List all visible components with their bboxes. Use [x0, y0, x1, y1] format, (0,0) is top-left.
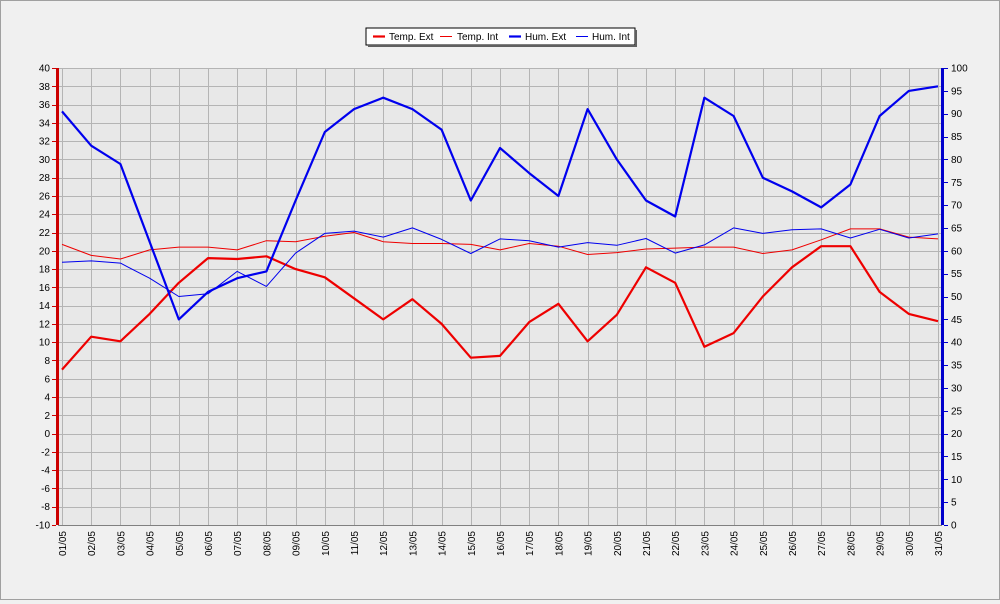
legend-label-hum-ext: Hum. Ext [525, 32, 566, 43]
right-tick-label: 80 [951, 155, 963, 166]
left-tick-label: 38 [39, 82, 51, 93]
x-tick-label: 29/05 [876, 531, 887, 556]
left-tick-label: -2 [41, 447, 50, 458]
left-tick-label: 30 [39, 155, 51, 166]
right-tick-label: 90 [951, 109, 963, 120]
left-tick-label: 18 [39, 265, 51, 276]
left-tick-label: 16 [39, 283, 51, 294]
left-tick-label: 28 [39, 173, 51, 184]
x-tick-label: 07/05 [233, 531, 244, 556]
left-tick-label: 12 [39, 319, 51, 330]
legend-label-temp-ext: Temp. Ext [389, 32, 434, 43]
x-tick-label: 25/05 [759, 531, 770, 556]
x-tick-label: 04/05 [146, 531, 157, 556]
right-tick-label: 75 [951, 178, 963, 189]
legend-label-hum-int: Hum. Int [592, 32, 630, 43]
x-tick-label: 11/05 [350, 531, 361, 556]
x-tick-label: 13/05 [408, 531, 419, 556]
right-tick-label: 70 [951, 201, 963, 212]
right-tick-label: 35 [951, 361, 963, 372]
x-tick-label: 16/05 [496, 531, 507, 556]
legend-label-temp-int: Temp. Int [457, 32, 498, 43]
series-line-hum-ext [61, 85, 939, 321]
x-tick-label: 08/05 [262, 531, 273, 556]
right-tick-label: 100 [951, 64, 968, 75]
grid [58, 68, 942, 526]
right-tick-label: 25 [951, 406, 963, 417]
left-tick-label: 14 [39, 301, 51, 312]
right-tick-label: 40 [951, 338, 963, 349]
left-tick-label: 2 [44, 411, 50, 422]
right-tick-label: 50 [951, 292, 963, 303]
x-tick-label: 24/05 [730, 531, 741, 556]
x-tick-label: 01/05 [58, 531, 69, 556]
x-tick-label: 15/05 [467, 531, 478, 556]
x-tick-label: 12/05 [379, 531, 390, 556]
x-tick-label: 26/05 [788, 531, 799, 556]
right-tick-label: 30 [951, 383, 963, 394]
x-tick-label: 14/05 [438, 531, 449, 556]
left-tick-label: 26 [39, 191, 51, 202]
series-line-temp-int [61, 228, 939, 260]
x-tick-label: 27/05 [817, 531, 828, 556]
left-tick-label: 0 [44, 429, 50, 440]
left-tick-label: 34 [39, 118, 51, 129]
x-tick-label: 20/05 [613, 531, 624, 556]
x-tick-label: 28/05 [846, 531, 857, 556]
x-tick-label: 06/05 [204, 531, 215, 556]
left-tick-label: -8 [41, 502, 50, 513]
right-tick-label: 60 [951, 246, 963, 257]
left-tick-label: 20 [39, 246, 51, 257]
x-tick-label: 23/05 [700, 531, 711, 556]
series-line-hum-int [61, 227, 939, 297]
left-tick-label: 40 [39, 64, 51, 75]
legend-shadow-right [635, 30, 637, 47]
right-tick-label: 5 [951, 498, 957, 509]
x-tick-label: 05/05 [175, 531, 186, 556]
x-tick-label: 22/05 [671, 531, 682, 556]
left-tick-label: -4 [41, 466, 50, 477]
x-tick-label: 02/05 [87, 531, 98, 556]
right-tick-label: 10 [951, 475, 963, 486]
x-tick-label: 03/05 [116, 531, 127, 556]
x-tick-label: 18/05 [554, 531, 565, 556]
right-tick-label: 0 [951, 521, 957, 532]
left-tick-label: -10 [36, 521, 51, 532]
left-tick-label: -6 [41, 484, 50, 495]
left-tick-label: 22 [39, 228, 51, 239]
x-tick-label: 19/05 [584, 531, 595, 556]
x-tick-label: 30/05 [905, 531, 916, 556]
right-tick-label: 55 [951, 269, 963, 280]
x-tick-label: 09/05 [292, 531, 303, 556]
left-tick-label: 4 [44, 393, 50, 404]
right-tick-label: 15 [951, 452, 963, 463]
right-tick-label: 85 [951, 132, 963, 143]
left-axis-line [56, 68, 59, 525]
x-tick-label: 21/05 [642, 531, 653, 556]
left-tick-label: 6 [44, 374, 50, 385]
left-tick-label: 36 [39, 100, 51, 111]
x-tick-label: 10/05 [321, 531, 332, 556]
right-tick-label: 45 [951, 315, 963, 326]
left-tick-label: 10 [39, 338, 51, 349]
x-tick-label: 17/05 [525, 531, 536, 556]
left-tick-label: 24 [39, 210, 51, 221]
left-tick-label: 8 [44, 356, 50, 367]
x-tick-label: 31/05 [934, 531, 945, 556]
axes: -10-8-6-4-202468101214161820222426283032… [36, 64, 969, 557]
right-axis-line [941, 68, 944, 525]
legend-shadow-bottom [368, 45, 637, 47]
series-group [61, 85, 939, 371]
right-tick-label: 65 [951, 223, 963, 234]
right-tick-label: 95 [951, 86, 963, 97]
series-line-temp-ext [61, 245, 939, 371]
right-tick-label: 20 [951, 429, 963, 440]
legend: Temp. Ext Temp. Int Hum. Ext Hum. Int [365, 27, 637, 47]
left-tick-label: 32 [39, 137, 51, 148]
